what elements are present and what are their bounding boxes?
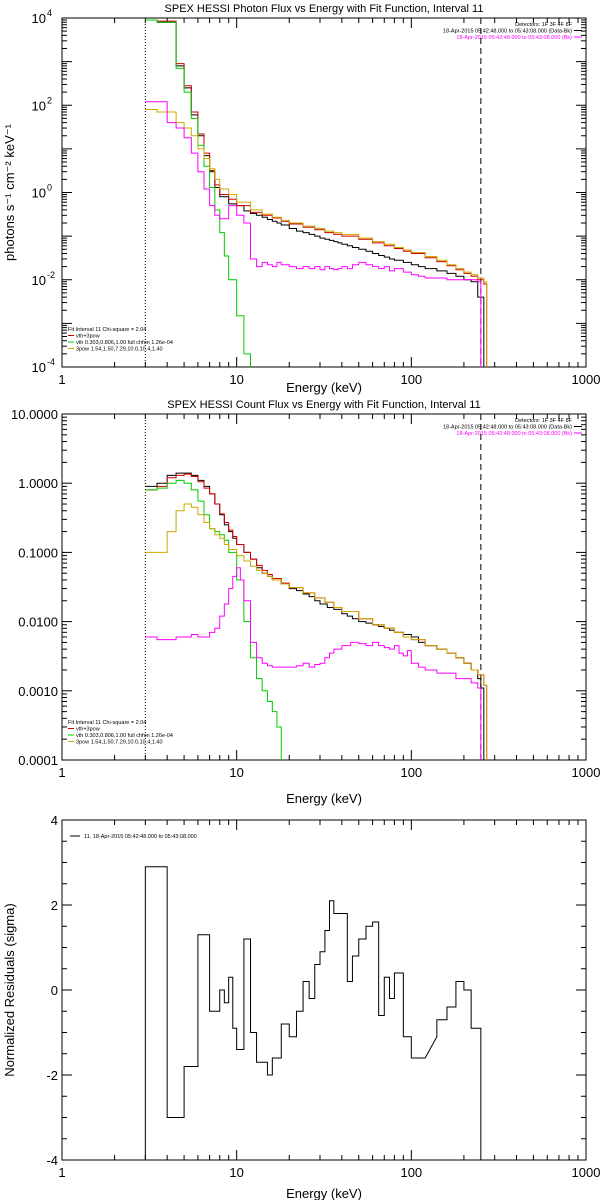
- y-tick-label: 0: [51, 983, 58, 998]
- chart-1: SPEX HESSI Photon Flux vs Energy with Fi…: [2, 3, 600, 395]
- y-tick-label: 10.0000: [11, 407, 58, 422]
- chart-3: Energy (keV) Normalized Residuals (sigma)…: [2, 813, 600, 1200]
- legend-entry: Detectors: 1F 3F 4F 8F: [515, 22, 572, 28]
- x-axis-label: Energy (keV): [286, 791, 362, 806]
- y-tick-exponent: -4: [47, 357, 55, 367]
- legend-entry: Detectors: 1F 3F 4F 8F: [515, 418, 572, 424]
- y-tick-label: 0.1000: [18, 545, 58, 560]
- x-tick-label: 1: [58, 765, 65, 780]
- y-tick-exponent: -2: [47, 270, 55, 280]
- series-line-4: [145, 503, 488, 760]
- y-tick-label: 0.0010: [18, 684, 58, 699]
- plot-frame: [61, 17, 587, 368]
- x-tick-label: 10: [229, 765, 243, 780]
- y-tick-label: 10: [32, 98, 46, 113]
- fit-legend-entry: vth 0.303,0.806,1.00 full chfon 1.26e-04: [76, 340, 173, 346]
- series-line-5: [145, 567, 482, 760]
- series-line-2: [145, 19, 488, 367]
- fit-legend-entry: vth 0.303,0.806,1.00 full chfon 1.26e-04: [76, 733, 173, 739]
- chart-title: SPEX HESSI Photon Flux vs Energy with Fi…: [165, 3, 484, 15]
- x-axis-label: Energy (keV): [286, 380, 362, 395]
- x-tick-label: 1000: [572, 1165, 600, 1180]
- x-tick-label: 1000: [572, 372, 600, 387]
- legend-entry: 18-Apr-2015 05:42:48.000 to 05:43:08.000…: [456, 431, 572, 437]
- y-axis-label: photons s⁻¹ cm⁻² keV⁻¹: [2, 123, 17, 261]
- legend-entry: 18-Apr-2015 05:42:48.000 to 05:43:08.000…: [456, 35, 572, 41]
- x-tick-label: 1: [58, 372, 65, 387]
- y-tick-label: 10: [32, 186, 46, 201]
- series-line-1: [144, 866, 482, 1160]
- y-tick-label: 10: [32, 11, 46, 26]
- chart-2: SPEX HESSI Count Flux vs Energy with Fit…: [11, 399, 600, 806]
- fit-legend-entry: 3pow 1.54,1.50,7.29,10.0,10.4,1.40: [76, 347, 163, 353]
- x-tick-label: 100: [400, 372, 422, 387]
- fit-legend-entry: Fit Interval 11 Chi-square = 2.04: [68, 327, 146, 333]
- x-tick-label: 10: [229, 372, 243, 387]
- plot-frame: [61, 413, 587, 761]
- fit-legend-entry: Fit Interval 11 Chi-square = 2.04: [68, 720, 146, 726]
- x-tick-label: 100: [400, 765, 422, 780]
- series-line-3: [145, 479, 282, 760]
- y-tick-label: 0.0100: [18, 615, 58, 630]
- chart-title: SPEX HESSI Count Flux vs Energy with Fit…: [167, 399, 480, 411]
- y-tick-label: -2: [46, 1068, 58, 1083]
- fit-legend-entry: 3pow 1.54,1.50,7.29,10.0,10.4,1.40: [76, 740, 163, 746]
- y-tick-label: 1.0000: [18, 476, 58, 491]
- series-line-3: [145, 19, 251, 367]
- x-tick-label: 1000: [572, 765, 600, 780]
- legend-entry: 18-Apr-2015 05:42:48.000 to 05:43:08.000…: [443, 425, 572, 431]
- series-line-5: [145, 101, 482, 367]
- plot-frame: [61, 819, 587, 1161]
- y-axis-label: Normalized Residuals (sigma): [2, 903, 17, 1076]
- y-tick-label: 0.0001: [18, 753, 58, 768]
- y-tick-label: 10: [32, 273, 46, 288]
- legend-entry: 11. 18-Apr-2015 05:42:48.000 to 05:43:08…: [84, 834, 197, 840]
- fit-legend-entry: vth+3pow: [76, 727, 100, 733]
- y-tick-exponent: 4: [47, 8, 52, 18]
- series-line-4: [145, 108, 488, 367]
- y-tick-label: 10: [32, 360, 46, 375]
- fit-legend-entry: vth+3pow: [76, 334, 100, 340]
- legend-entry: 18-Apr-2015 05:42:48.000 to 05:43:08.000…: [443, 29, 572, 35]
- x-axis-label: Energy (keV): [286, 1186, 362, 1200]
- y-tick-label: 4: [51, 813, 58, 828]
- y-tick-label: -4: [46, 1153, 58, 1168]
- x-tick-label: 1: [58, 1165, 65, 1180]
- y-tick-label: 2: [51, 898, 58, 913]
- x-tick-label: 10: [229, 1165, 243, 1180]
- series-line-2: [145, 473, 488, 760]
- series-line-1: [145, 19, 485, 367]
- x-tick-label: 100: [400, 1165, 422, 1180]
- series-line-1: [145, 472, 485, 760]
- y-tick-exponent: 2: [47, 95, 52, 105]
- y-tick-exponent: 0: [47, 183, 52, 193]
